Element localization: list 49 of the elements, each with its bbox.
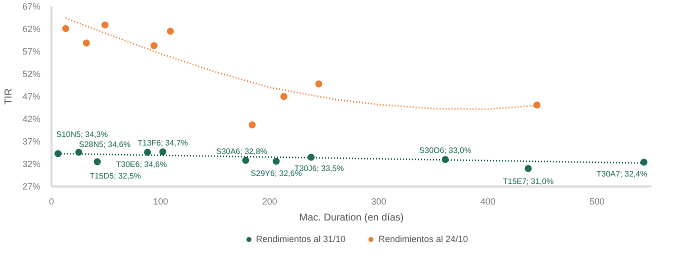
point [280, 93, 288, 100]
data-label: T30J6; 33,5% [294, 164, 344, 173]
data-label: T15E7; 31,0% [502, 177, 554, 186]
y-tick-label: 47% [22, 92, 40, 102]
point [272, 158, 280, 165]
point [150, 42, 158, 50]
x-tick-label: 500 [589, 196, 604, 206]
y-tick-label: 27% [22, 182, 40, 192]
x-tick-label: 400 [480, 196, 496, 206]
point [144, 148, 151, 156]
point [54, 150, 62, 158]
point [248, 121, 256, 128]
point [159, 148, 166, 156]
point [442, 156, 449, 163]
y-tick-label: 57% [22, 46, 40, 56]
point [166, 28, 174, 35]
y-tick-label: 52% [22, 69, 40, 79]
data-label: T30A7; 32,4% [596, 170, 648, 179]
point [94, 158, 101, 166]
point [62, 25, 70, 32]
point [308, 154, 315, 161]
x-tick-label: 0 [48, 196, 54, 206]
data-label: S30A6; 32,8% [216, 146, 268, 156]
point [75, 148, 82, 156]
y-tick-label: 42% [22, 114, 40, 124]
y-tick-label: 62% [22, 24, 40, 34]
x-tick-label: 200 [262, 196, 278, 206]
legend-label: Rendimientos al 24/10 [378, 234, 468, 244]
data-label: T30E6; 34,6% [116, 160, 167, 169]
data-label: T15D5; 32,5% [90, 171, 141, 180]
y-tick-label: 67% [22, 2, 40, 12]
x-tick-label: 100 [153, 196, 168, 206]
x-tick-label: 300 [371, 196, 386, 206]
data-label: S30O6; 33,0% [419, 146, 472, 155]
point [242, 156, 250, 164]
point [315, 80, 322, 88]
x-axis-title: Mac. Duration (en días) [299, 212, 404, 224]
y-tick-label: 32% [22, 159, 40, 169]
data-label: S10N5; 34,3% [56, 130, 108, 140]
y-tick-label: 37% [22, 136, 40, 146]
point [533, 102, 540, 109]
y-axis-title: TIR [3, 88, 14, 105]
legend-label: Rendimientos al 31/10 [256, 234, 346, 244]
data-label: T13F6; 34,7% [138, 138, 188, 148]
point [640, 158, 648, 166]
data-label: S28N5; 34,6% [78, 140, 131, 149]
point [82, 39, 90, 46]
point [524, 165, 532, 172]
point [101, 21, 108, 28]
